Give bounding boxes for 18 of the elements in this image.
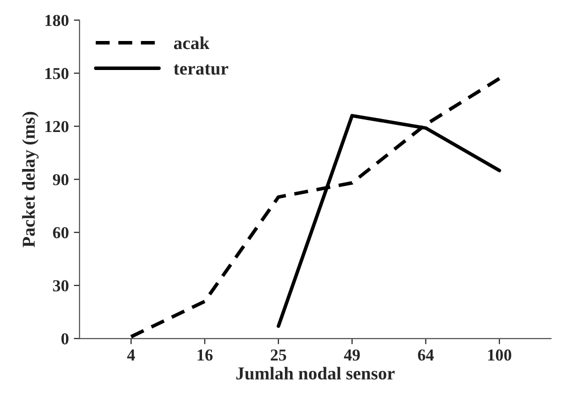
legend-label: acak bbox=[174, 36, 210, 50]
line-series bbox=[129, 76, 502, 338]
x-axis-title: Jumlah nodal sensor bbox=[236, 366, 395, 380]
legend-label: teratur bbox=[174, 64, 228, 75]
x-tick-label: 25 bbox=[270, 349, 286, 361]
y-axis-title: Packet delay (ms) bbox=[22, 112, 39, 248]
y-tick-label: 0 bbox=[61, 333, 68, 344]
y-tick-label: 150 bbox=[45, 68, 68, 80]
y-tick-label: 60 bbox=[53, 227, 68, 238]
y-tick-label: 180 bbox=[45, 14, 68, 26]
y-tick-label: 90 bbox=[52, 174, 68, 186]
x-tick-label: 4 bbox=[127, 350, 135, 360]
y-tick-label: 120 bbox=[45, 120, 68, 132]
x-tick-label: 100 bbox=[488, 349, 512, 361]
y-tick-label: 30 bbox=[53, 280, 68, 292]
x-tick-label: 64 bbox=[418, 349, 434, 361]
x-tick-label: 16 bbox=[198, 349, 213, 361]
x-tick-label: 49 bbox=[344, 349, 360, 361]
